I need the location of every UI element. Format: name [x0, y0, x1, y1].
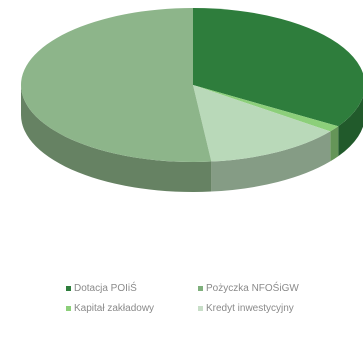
legend-swatch: [198, 306, 203, 311]
legend-swatch: [66, 306, 71, 311]
pie-slice-side: [330, 126, 339, 162]
legend-item-dotacja: Dotacja POIiŚ: [66, 283, 137, 294]
pie-slice-side: [338, 96, 363, 157]
pie-slice-side: [211, 131, 331, 192]
chart-legend: Dotacja POIiŚ Pożyczka NFOŚiGW Kapitał z…: [0, 283, 363, 323]
legend-row-2: Kapitał zakładowy Kredyt inwestycyjny: [0, 303, 363, 323]
pie-slice: [20, 8, 212, 162]
legend-label: Pożyczka NFOŚiGW: [206, 283, 299, 294]
pie-slice-side: [21, 85, 212, 193]
legend-label: Kredyt inwestycyjny: [206, 303, 294, 314]
legend-label: Kapitał zakładowy: [74, 303, 155, 314]
legend-item-kapital: Kapitał zakładowy: [66, 303, 154, 314]
pie-chart-plot: [20, 8, 363, 193]
pie-slice: [193, 85, 339, 132]
legend-label: Dotacja POIiŚ: [74, 283, 137, 294]
pie-slice: [193, 8, 363, 127]
legend-item-pozyczka: Pożyczka NFOŚiGW: [198, 283, 299, 294]
legend-swatch: [66, 286, 71, 291]
legend-swatch: [198, 286, 203, 291]
legend-row-1: Dotacja POIiŚ Pożyczka NFOŚiGW: [0, 283, 363, 303]
legend-item-kredyt: Kredyt inwestycyjny: [198, 303, 294, 314]
pie-slice: [193, 85, 331, 162]
